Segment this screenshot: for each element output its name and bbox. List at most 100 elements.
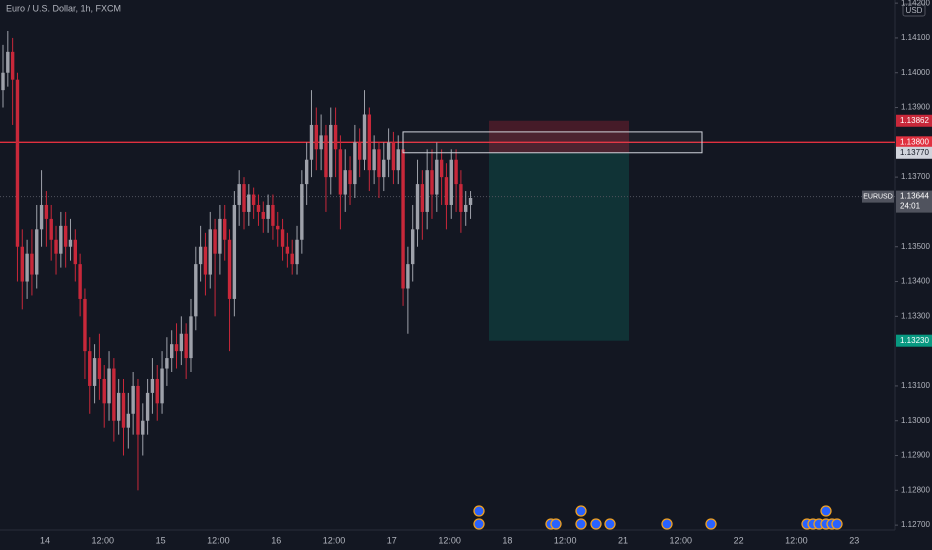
- candle-body: [290, 253, 294, 265]
- y-tick-label: 1.13900: [901, 103, 930, 112]
- candle-body: [362, 114, 367, 160]
- stop-zone: [489, 120, 629, 153]
- symbol-label: EURUSD: [863, 193, 893, 200]
- candle-body: [73, 239, 77, 265]
- currency: USD: [906, 6, 923, 15]
- zone-rectangle: [402, 131, 703, 154]
- candle-body: [285, 246, 290, 254]
- candle-body: [459, 184, 463, 212]
- candle-body: [382, 159, 386, 178]
- x-tick-label: 12:00: [554, 535, 577, 545]
- current-price-label: 1.13644: [900, 192, 929, 201]
- event-icon: [661, 518, 673, 530]
- candle-body: [271, 204, 275, 226]
- candle-body: [203, 246, 208, 275]
- candle-body: [367, 114, 372, 171]
- price-tag-label: 1.13770: [900, 148, 929, 157]
- event-icon: [604, 518, 616, 530]
- price-tag: [896, 136, 932, 149]
- candle-body: [25, 253, 29, 282]
- candle-body: [401, 149, 405, 289]
- event-icon: [820, 505, 832, 517]
- candle-body: [444, 177, 449, 205]
- candle-body: [276, 225, 280, 230]
- y-tick-label: 1.12700: [901, 520, 930, 529]
- candle-body: [78, 264, 82, 299]
- candle-body: [218, 218, 222, 254]
- candle-body: [102, 378, 106, 404]
- currency-box: [902, 3, 926, 17]
- candle-body: [92, 358, 97, 386]
- price-tag: [896, 114, 932, 127]
- candle-body: [112, 368, 116, 421]
- candle-body: [406, 264, 410, 289]
- candle-body: [194, 264, 198, 317]
- candle-body: [468, 198, 473, 205]
- candle-body: [15, 79, 20, 247]
- candle-body: [170, 344, 174, 359]
- event-icon: [473, 505, 485, 517]
- x-tick-label: 12:00: [438, 535, 461, 545]
- candle-body: [131, 385, 135, 414]
- candle-body: [1, 72, 5, 91]
- candle-body: [343, 170, 347, 195]
- candle-body: [179, 333, 184, 352]
- price-tag-label: 1.13800: [900, 137, 929, 146]
- x-tick-label: 22: [734, 535, 744, 545]
- y-tick-label: 1.14000: [901, 68, 930, 77]
- candle-body: [83, 298, 87, 352]
- candle-body: [242, 184, 246, 212]
- event-icon: [473, 518, 485, 530]
- y-tick-label: 1.14100: [901, 33, 930, 42]
- y-tick-label: 1.13500: [901, 242, 930, 251]
- x-tick-label: 18: [502, 535, 512, 545]
- event-icon: [590, 518, 602, 530]
- candle-body: [30, 253, 34, 275]
- candle-body: [35, 229, 39, 275]
- candle-body: [319, 135, 323, 150]
- candle-body: [223, 218, 227, 240]
- candle-body: [121, 392, 126, 428]
- candle-body: [464, 204, 468, 212]
- event-icon: [831, 518, 843, 530]
- candle-body: [280, 229, 285, 247]
- event-icon: [550, 518, 562, 530]
- x-tick-label: 12:00: [323, 535, 346, 545]
- candle-body: [353, 142, 357, 185]
- candle-body: [107, 368, 111, 404]
- current-price-tag: [896, 190, 932, 213]
- candle-body: [6, 51, 10, 73]
- candle-body: [338, 149, 343, 195]
- candle-body: [39, 204, 44, 230]
- x-tick-label: 12:00: [207, 535, 230, 545]
- candle-body: [59, 225, 63, 254]
- candle-body: [411, 229, 415, 265]
- x-tick-label: 21: [618, 535, 628, 545]
- candle-body: [314, 124, 318, 150]
- candle-body: [213, 229, 217, 254]
- x-tick-label: 15: [156, 535, 166, 545]
- candle-body: [266, 204, 270, 219]
- price-tag: [896, 146, 932, 159]
- candle-body: [261, 211, 265, 219]
- price-tag-label: 1.13230: [900, 336, 929, 345]
- x-tick-label: 12:00: [670, 535, 693, 545]
- candle-body: [145, 392, 150, 421]
- candle-body: [49, 218, 53, 240]
- event-icon: [705, 518, 717, 530]
- y-tick-label: 1.13100: [901, 381, 930, 390]
- countdown: 24:01: [900, 202, 921, 211]
- y-tick-label: 1.12800: [901, 485, 930, 494]
- candle-body: [372, 149, 376, 171]
- x-tick-label: 23: [849, 535, 859, 545]
- candle-body: [415, 184, 420, 230]
- candle-body: [420, 184, 425, 212]
- candle-body: [237, 184, 241, 205]
- candle-body: [136, 385, 140, 435]
- price-tag-label: 1.13862: [900, 116, 929, 125]
- candle-body: [386, 142, 391, 160]
- candle-body: [396, 149, 400, 171]
- candle-body: [150, 378, 155, 393]
- candle-body: [227, 239, 232, 299]
